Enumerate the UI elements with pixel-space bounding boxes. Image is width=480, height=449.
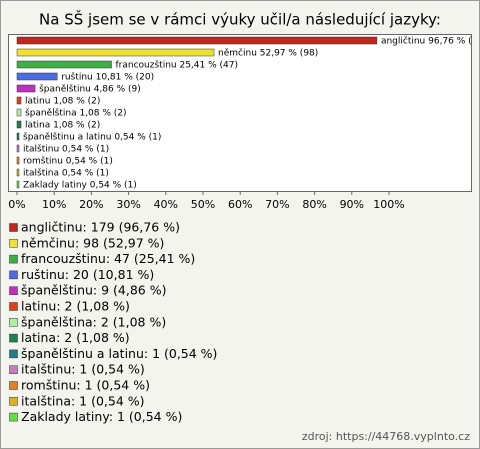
legend-label: Zaklady latiny: 1 (0,54 %) (21, 409, 182, 424)
bar (16, 144, 20, 153)
legend-swatch (9, 412, 18, 422)
bar-label: francouzštinu 25,41 % (47) (116, 60, 238, 71)
legend-label: francouzštinu: 47 (25,41 %) (21, 251, 195, 266)
legend-swatch (9, 270, 18, 280)
bar (16, 72, 58, 81)
bar-label: Zaklady latiny 0,54 % (1) (23, 181, 137, 191)
bar (16, 48, 215, 57)
chart-title: Na SŠ jsem se v rámci výuky učil/a násle… (39, 10, 441, 29)
legend-swatch (9, 381, 18, 390)
bar-label: italštinu 0,54 % (1) (23, 144, 109, 155)
legend-label: němčinu: 98 (52,97 %) (21, 235, 164, 250)
bars: angličtinu 96,76 % (179) němčinu 52,97 % … (16, 36, 480, 191)
bar-label: romštinu 0,54 % (1) (23, 156, 113, 167)
bar-label: španělština 1,08 % (2) (25, 108, 127, 119)
x-tick-label: 20% (79, 198, 103, 211)
bar-label: italština 0,54 % (1) (23, 168, 109, 179)
x-tick-label: 10% (42, 198, 66, 211)
legend-swatch (9, 254, 18, 264)
bar (16, 108, 22, 117)
bar-label: španělštinu 4,86 % (9) (39, 84, 141, 95)
legend-swatch (9, 365, 18, 374)
legend-label: angličtinu: 179 (96,76 %) (21, 220, 180, 235)
x-tick-label: 70% (265, 198, 289, 211)
plot-area (8, 34, 472, 192)
legend-swatch (9, 286, 18, 295)
legend-swatch (9, 223, 18, 232)
legend-label: italština: 1 (0,54 %) (21, 393, 145, 408)
legend-label: italštinu: 1 (0,54 %) (21, 362, 145, 377)
legend-label: španělštinu a latinu: 1 (0,54 %) (21, 346, 217, 361)
bar-label: ruštinu 10,81 % (20) (61, 72, 154, 83)
bar-label: němčinu 52,97 % (98) (218, 48, 318, 59)
bar (16, 132, 20, 141)
legend-swatch (9, 318, 18, 327)
x-tick-label: 80% (302, 198, 326, 211)
bar (16, 180, 20, 189)
bar-label: latina 1,08 % (2) (25, 121, 100, 131)
legend-label: latinu: 2 (1,08 %) (21, 299, 130, 314)
legend-swatch (9, 397, 18, 406)
legend-swatch (9, 349, 18, 359)
bar (16, 84, 36, 93)
x-tick-label: 90% (340, 198, 364, 211)
x-tick-label: 60% (228, 198, 252, 211)
x-tick-label: 0% (8, 198, 25, 211)
legend-label: španělština: 2 (1,08 %) (21, 314, 166, 329)
bar-label: španělštinu a latinu 0,54 % (1) (23, 132, 161, 143)
legend-label: španělštinu: 9 (4,86 %) (21, 283, 166, 298)
bar-label: latinu 1,08 % (2) (25, 97, 100, 107)
legend-label: ruštinu: 20 (10,81 %) (21, 267, 154, 282)
bar (16, 60, 112, 69)
bar (16, 156, 20, 165)
bar (16, 96, 22, 105)
legend-swatch (9, 333, 18, 343)
x-tick-label: 50% (191, 198, 215, 211)
x-tick-label: 30% (116, 198, 140, 211)
bar-label: angličtinu 96,76 % (179) (381, 36, 480, 47)
legend-swatch (9, 302, 18, 311)
x-tick-label: 40% (154, 198, 178, 211)
x-tick-label: 100% (373, 198, 404, 211)
bar (16, 168, 20, 177)
bar (16, 120, 22, 129)
legend-label: latina: 2 (1,08 %) (21, 330, 130, 345)
legend-label: romštinu: 1 (0,54 %) (21, 378, 150, 393)
bar (16, 36, 378, 45)
source: zdroj: https://44768.vyplnto.cz (302, 430, 470, 443)
legend-swatch (9, 239, 18, 248)
